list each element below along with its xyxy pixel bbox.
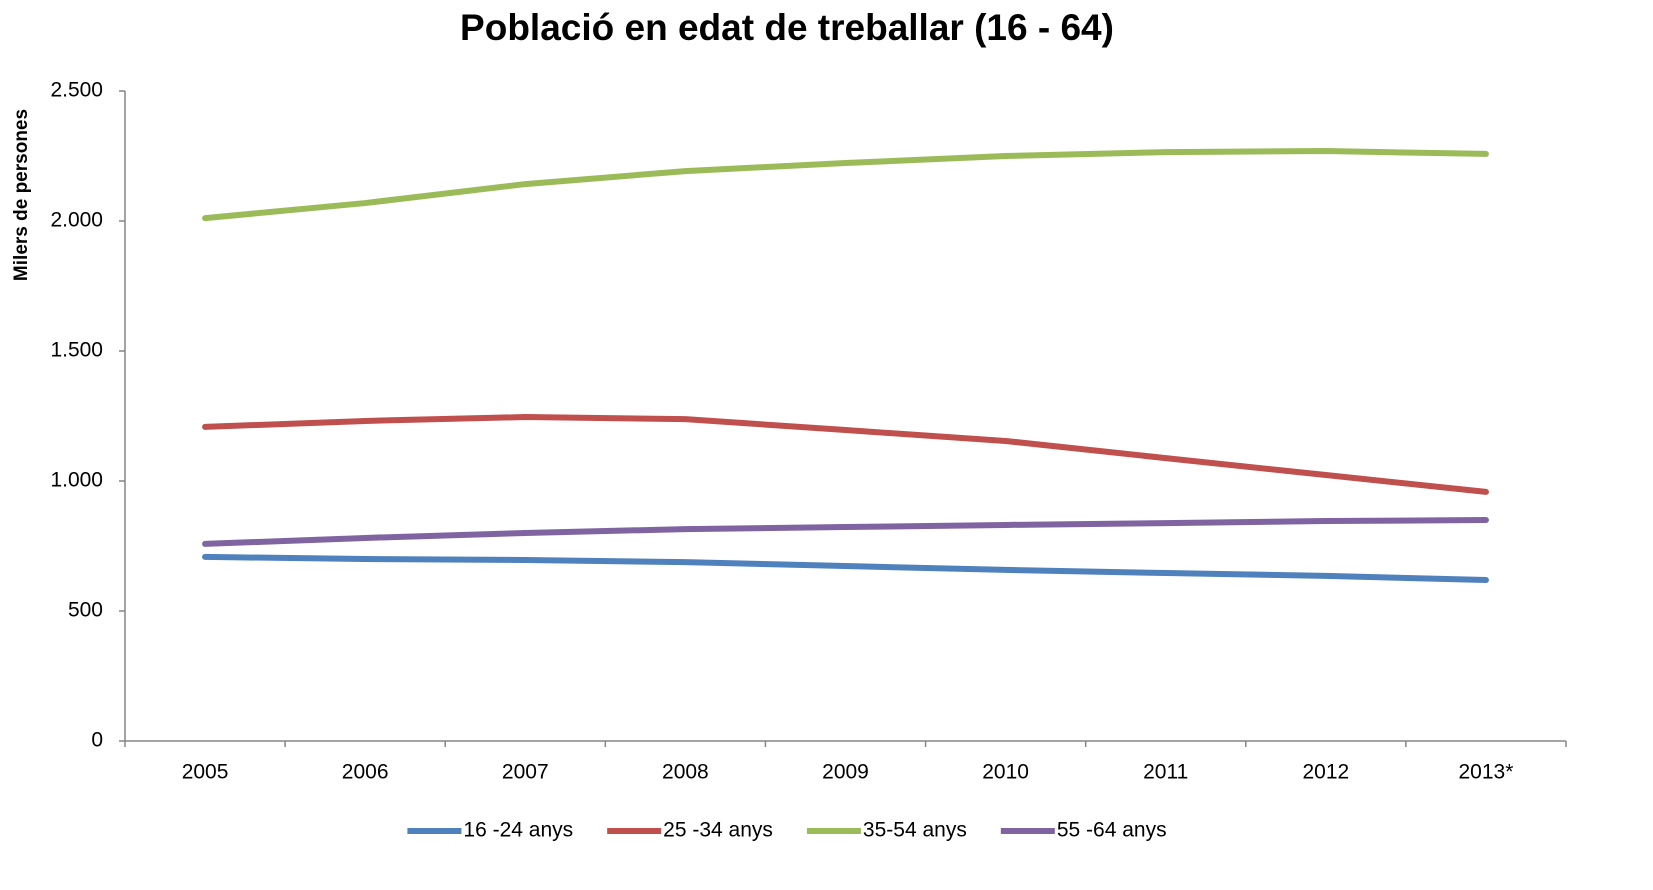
legend-label: 35-54 anys: [863, 819, 967, 842]
x-tick-label: 2008: [662, 761, 709, 784]
x-tick-label: 2013*: [1458, 761, 1513, 784]
y-tick-label: 1.000: [50, 469, 103, 492]
x-tick-label: 2006: [342, 761, 389, 784]
series-line: [202, 414, 1489, 495]
chart-title: Població en edat de treballar (16 - 64): [460, 7, 1114, 48]
y-tick-label: 0: [91, 729, 103, 752]
x-tick-label: 2007: [502, 761, 549, 784]
series-line: [202, 148, 1489, 222]
legend-label: 16 -24 anys: [463, 819, 573, 842]
y-tick-label: 1.500: [50, 339, 103, 362]
legend-label: 25 -34 anys: [663, 819, 773, 842]
series-line: [202, 553, 1489, 584]
series-line: [202, 517, 1489, 547]
x-tick-label: 2012: [1302, 761, 1349, 784]
x-tick-label: 2010: [982, 761, 1029, 784]
x-tick-label: 2011: [1143, 761, 1188, 784]
y-axis-title: Milers de persones: [11, 109, 32, 281]
legend-label: 55 -64 anys: [1057, 819, 1167, 842]
x-tick-label: 2005: [182, 761, 229, 784]
y-tick-label: 2.000: [50, 209, 103, 232]
x-tick-label: 2009: [822, 761, 869, 784]
y-tick-label: 2.500: [50, 79, 103, 102]
y-tick-label: 500: [68, 599, 103, 622]
